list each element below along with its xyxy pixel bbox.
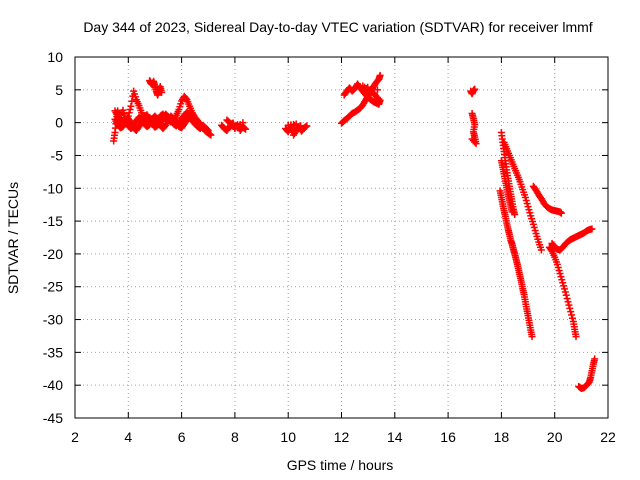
chart-title: Day 344 of 2023, Sidereal Day-to-day VTE… (83, 19, 592, 35)
data-point (563, 295, 571, 303)
plot-frame (74, 56, 609, 419)
x-tick-label: 8 (231, 429, 239, 445)
x-tick-label: 4 (124, 429, 132, 445)
y-tick-label: -35 (43, 344, 63, 360)
y-tick-label: -15 (43, 213, 63, 229)
y-tick-label: -5 (51, 147, 64, 163)
data-point (120, 110, 128, 118)
data-point (359, 82, 367, 90)
data-point (471, 85, 479, 93)
x-tick-label: 6 (178, 429, 186, 445)
x-axis-label: GPS time / hours (287, 457, 394, 473)
data-point (562, 291, 570, 299)
data-point (207, 131, 215, 139)
data-point (241, 124, 249, 132)
data-point (303, 122, 311, 130)
y-tick-label: 5 (55, 82, 63, 98)
data-point (126, 106, 134, 114)
data-point (203, 126, 211, 134)
y-tick-label: -45 (43, 410, 63, 426)
y-tick-label: -20 (43, 246, 63, 262)
x-tick-label: 12 (334, 429, 350, 445)
data-point (469, 137, 477, 145)
x-tick-labels: 2 4 6 8 10 12 14 16 18 20 22 (71, 429, 616, 445)
data-point (568, 311, 576, 319)
x-tick-label: 18 (494, 429, 510, 445)
data-point (588, 225, 596, 233)
data-point (127, 102, 135, 110)
data-point (119, 106, 127, 114)
data-point (591, 355, 599, 363)
x-tick-label: 20 (547, 429, 563, 445)
x-tick-label: 10 (280, 429, 296, 445)
data-point (567, 308, 575, 316)
data-point (373, 86, 381, 94)
y-tick-label: -30 (43, 312, 63, 328)
data-point (242, 125, 250, 133)
data-point (508, 208, 516, 216)
data-point (568, 314, 576, 322)
y-tick-labels: -45 -40 -35 -30 -25 -20 -15 -10 -5 0 5 10 (43, 49, 63, 426)
y-tick-label: -10 (43, 180, 63, 196)
x-tick-label: 14 (387, 429, 403, 445)
data-point (297, 122, 305, 130)
data-point (158, 88, 166, 96)
data-point (565, 301, 573, 309)
data-point (561, 288, 569, 296)
data-point (537, 246, 545, 254)
data-point (292, 120, 300, 128)
y-tick-label: -25 (43, 279, 63, 295)
data-point (376, 71, 384, 79)
data-point (468, 135, 476, 143)
grid-lines (75, 57, 608, 418)
data-point (566, 304, 574, 312)
data-point (572, 333, 580, 341)
y-axis-label: SDTVAR / TECUs (5, 182, 21, 294)
data-point (528, 333, 536, 341)
data-point (564, 298, 572, 306)
data-points (110, 71, 599, 392)
data-point (364, 83, 372, 91)
data-point (204, 127, 212, 135)
x-tick-label: 16 (440, 429, 456, 445)
y-tick-label: -40 (43, 377, 63, 393)
y-tick-label: 0 (55, 115, 63, 131)
x-tick-label: 2 (71, 429, 79, 445)
data-point (557, 209, 565, 217)
data-point (239, 119, 247, 127)
y-tick-label: 10 (47, 49, 63, 65)
x-tick-label: 22 (600, 429, 616, 445)
data-point (369, 85, 377, 93)
data-point (125, 109, 133, 117)
